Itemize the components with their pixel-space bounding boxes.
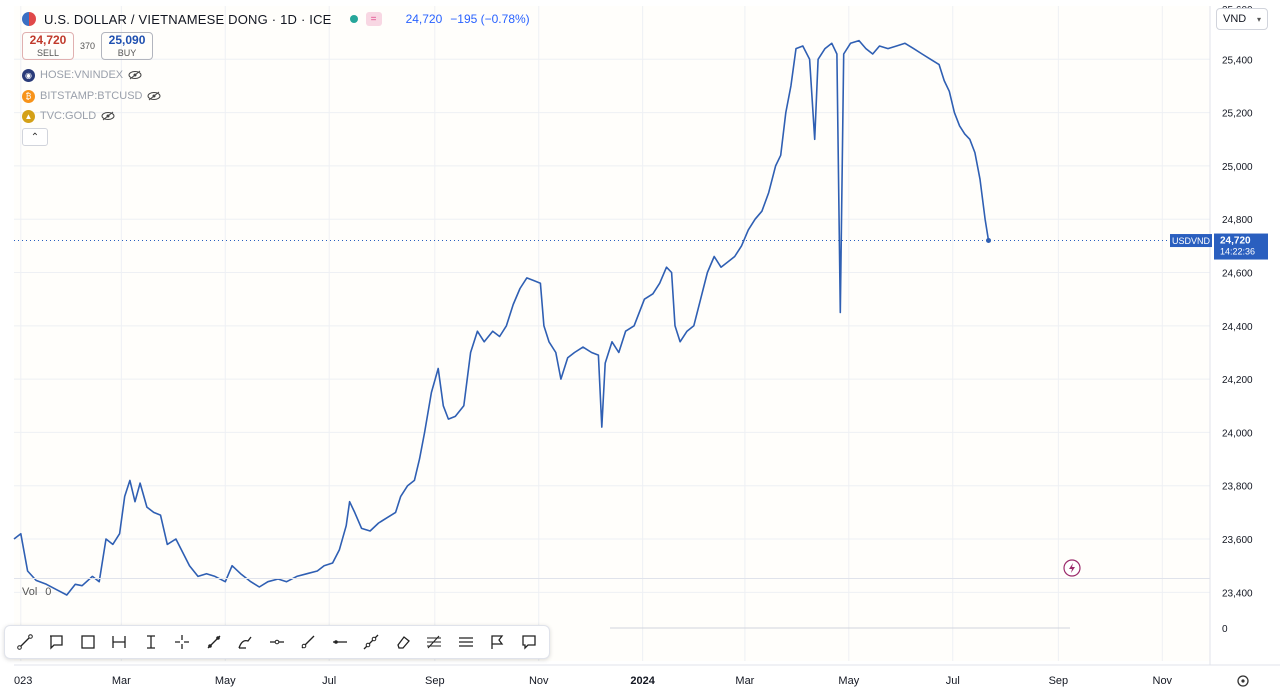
symbol-tag-background bbox=[1170, 234, 1212, 248]
sell-label: SELL bbox=[36, 48, 60, 58]
horizontal-ray-icon[interactable] bbox=[265, 630, 289, 654]
lines-icon[interactable] bbox=[454, 630, 478, 654]
y-tick-label: 25,400 bbox=[1222, 55, 1253, 66]
price-tag-countdown: 14:22:36 bbox=[1220, 247, 1255, 257]
equals-icon[interactable]: = bbox=[365, 12, 382, 26]
currency-label: VND bbox=[1223, 13, 1247, 25]
callout-icon[interactable] bbox=[44, 630, 68, 654]
x-tick-label: Mar bbox=[112, 675, 131, 687]
y-tick-label: 24,600 bbox=[1222, 269, 1253, 280]
text-cursor-icon[interactable] bbox=[139, 630, 163, 654]
gold-icon: ▲ bbox=[22, 109, 35, 123]
gear-icon[interactable] bbox=[1237, 675, 1249, 687]
eye-hidden-icon[interactable] bbox=[101, 111, 115, 121]
time-axis-labels: 023 Mar May Jul Sep Nov 2024 Mar May Jul Sep Nov bbox=[14, 675, 1173, 687]
compare-symbol: BITSTAMP:BTCUSD bbox=[40, 90, 143, 102]
volume-legend: Vol 0 bbox=[22, 586, 51, 598]
header-change: −195 (−0.78%) bbox=[450, 12, 530, 26]
price-tag-background bbox=[1214, 233, 1268, 260]
volume-axis-label: 0 bbox=[1222, 624, 1228, 635]
sell-value: 24,720 bbox=[29, 33, 67, 47]
flag-icon bbox=[22, 12, 36, 26]
horizontal-line-icon[interactable] bbox=[328, 630, 352, 654]
price-axis-labels: 23,400 23,600 23,800 24,000 24,200 24,400 24,6… bbox=[1222, 5, 1253, 599]
y-tick-label: 24,000 bbox=[1222, 428, 1253, 439]
crosshair-icon[interactable] bbox=[170, 630, 194, 654]
eye-hidden-icon[interactable] bbox=[147, 91, 161, 101]
fib-icon[interactable] bbox=[422, 630, 446, 654]
x-tick-label: 2024 bbox=[630, 675, 655, 687]
x-tick-label: Nov bbox=[529, 675, 549, 687]
symbol-title[interactable]: U.S. DOLLAR / VIETNAMESE DONG · 1D · ICE bbox=[44, 11, 332, 27]
vertical-grid bbox=[20, 6, 1163, 661]
y-tick-label: 25,200 bbox=[1222, 109, 1253, 120]
brush-icon[interactable] bbox=[233, 630, 257, 654]
y-tick-label: 23,600 bbox=[1222, 535, 1253, 546]
horizontal-grid bbox=[14, 58, 1210, 593]
y-tick-label: 23,800 bbox=[1222, 482, 1253, 493]
y-tick-label: 24,400 bbox=[1222, 322, 1253, 333]
chevron-down-icon: ▾ bbox=[1256, 14, 1261, 24]
x-tick-label: May bbox=[215, 675, 236, 687]
price-tag-value: 24,720 bbox=[1220, 236, 1251, 247]
volume-label: Vol bbox=[22, 586, 38, 598]
volume-value: 0 bbox=[45, 586, 52, 598]
y-tick-label: 23,400 bbox=[1222, 588, 1253, 599]
comment-icon[interactable] bbox=[517, 630, 541, 654]
series-group bbox=[13, 39, 992, 596]
bitcoin-icon: ₿ bbox=[22, 89, 35, 103]
y-tick-label: 24,200 bbox=[1222, 375, 1253, 386]
x-tick-label: Mar bbox=[735, 675, 754, 687]
usdvnd-series-line bbox=[13, 39, 990, 596]
rectangle-icon[interactable] bbox=[76, 630, 100, 654]
x-tick-label: Nov bbox=[1153, 675, 1173, 687]
x-tick-label: Sep bbox=[1049, 675, 1069, 687]
plot-background bbox=[14, 6, 1210, 661]
vnindex-icon: ◉ bbox=[22, 68, 35, 82]
last-point-marker bbox=[986, 238, 992, 244]
chevron-up-icon: ⌃ bbox=[30, 131, 40, 143]
volume-pane-separator[interactable] bbox=[14, 578, 1210, 579]
compare-item-vnindex[interactable]: ◉ HOSE:VNINDEX bbox=[22, 66, 142, 84]
market-open-dot bbox=[349, 15, 358, 23]
extended-line-icon[interactable] bbox=[359, 630, 383, 654]
x-tick-label: 023 bbox=[14, 675, 32, 687]
eraser-icon[interactable] bbox=[391, 630, 415, 654]
header-last-price: 24,720 bbox=[405, 12, 443, 26]
trade-buttons: 24,720 SELL 370 25,090 BUY bbox=[22, 32, 154, 60]
flag-icon[interactable] bbox=[485, 630, 509, 654]
x-tick-label: Jul bbox=[946, 675, 960, 687]
drawing-toolbar bbox=[4, 625, 550, 659]
compare-symbol: TVC:GOLD bbox=[40, 110, 97, 122]
trend-line-icon[interactable] bbox=[202, 630, 226, 654]
y-tick-label: 24,800 bbox=[1222, 215, 1253, 226]
compare-symbol: HOSE:VNINDEX bbox=[40, 69, 124, 81]
symbol-header: U.S. DOLLAR / VIETNAMESE DONG · 1D · ICE… bbox=[22, 8, 530, 30]
x-tick-label: Sep bbox=[425, 675, 445, 687]
ruler-icon[interactable] bbox=[13, 630, 37, 654]
compare-item-gold[interactable]: ▲ TVC:GOLD bbox=[22, 107, 115, 125]
date-range-icon[interactable] bbox=[107, 630, 131, 654]
symbol-tag-label: USDVND bbox=[1172, 236, 1211, 246]
sell-button[interactable]: 24,720 SELL bbox=[22, 32, 74, 60]
x-tick-label: May bbox=[838, 675, 859, 687]
spread-value: 370 bbox=[80, 41, 96, 51]
compare-item-btcusd[interactable]: ₿ BITSTAMP:BTCUSD bbox=[22, 87, 161, 105]
collapse-button[interactable]: ⌃ bbox=[22, 128, 48, 146]
buy-label: BUY bbox=[117, 48, 137, 58]
lightning-icon[interactable] bbox=[1063, 559, 1081, 577]
eye-hidden-icon[interactable] bbox=[128, 70, 142, 80]
currency-selector[interactable]: VND ▾ bbox=[1216, 8, 1268, 30]
line-tool-icon[interactable] bbox=[296, 630, 320, 654]
x-tick-label: Jul bbox=[322, 675, 336, 687]
buy-button[interactable]: 25,090 BUY bbox=[101, 32, 154, 60]
y-tick-label: 25,000 bbox=[1222, 162, 1253, 173]
buy-value: 25,090 bbox=[108, 33, 146, 47]
